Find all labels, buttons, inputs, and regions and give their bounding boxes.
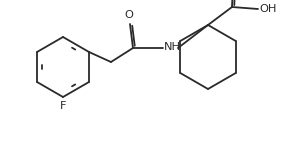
- Text: NH: NH: [164, 43, 181, 52]
- Text: F: F: [60, 101, 66, 111]
- Text: O: O: [125, 10, 134, 20]
- Text: OH: OH: [259, 4, 277, 13]
